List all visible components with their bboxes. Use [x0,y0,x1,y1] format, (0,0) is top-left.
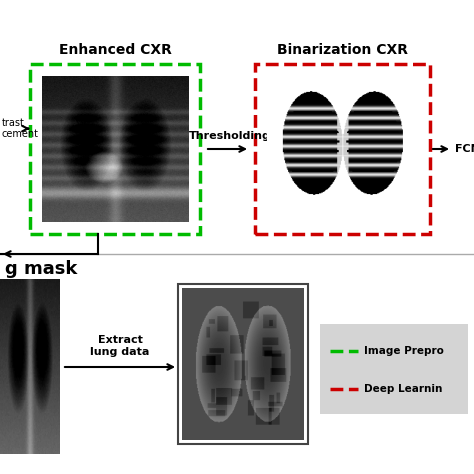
Text: Deep Learnin: Deep Learnin [364,384,442,394]
Text: Enhanced CXR: Enhanced CXR [59,43,172,57]
Bar [178,284,308,444]
Text: FCN M: FCN M [455,144,474,154]
Text: g mask: g mask [5,260,77,278]
Bar [320,324,468,414]
Text: Binarization CXR: Binarization CXR [277,43,408,57]
Text: Image Prepro: Image Prepro [364,346,444,356]
Bar [255,64,430,234]
Text: Extract
lung data: Extract lung data [91,336,150,357]
Bar [30,64,200,234]
Text: trast
cement: trast cement [2,118,39,139]
Text: Thresholding: Thresholding [189,131,271,141]
